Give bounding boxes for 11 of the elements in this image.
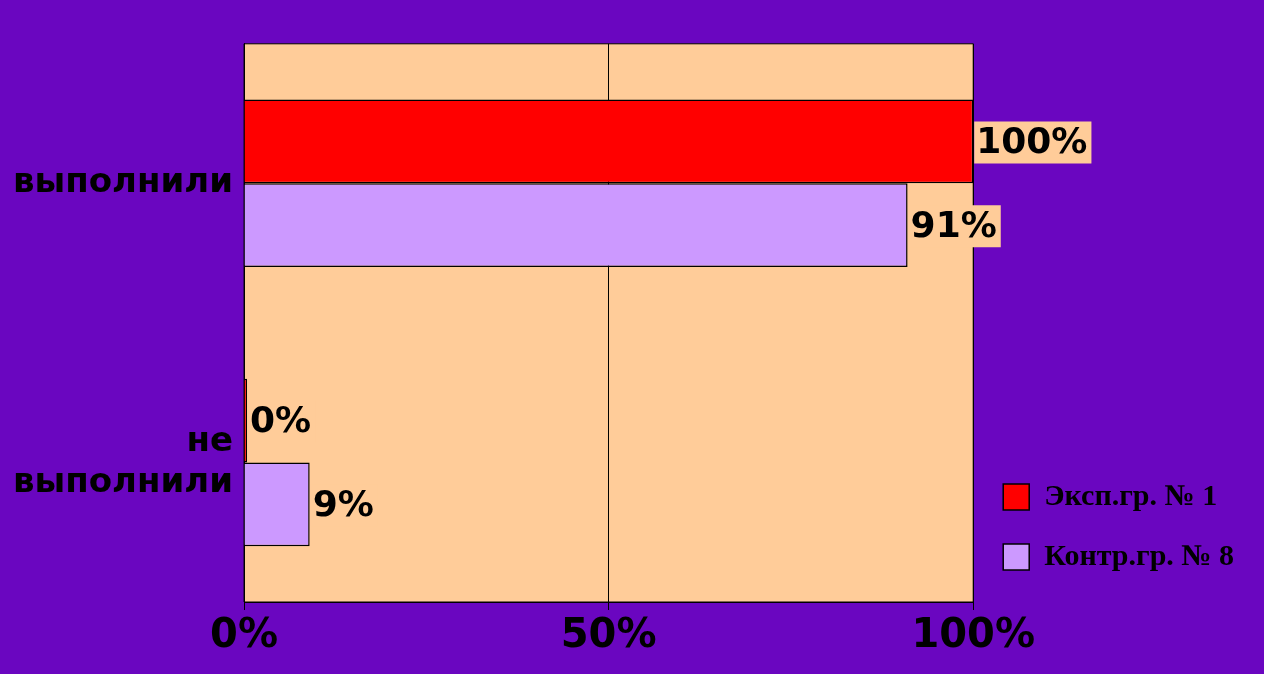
data-label: 100% [976,119,1088,161]
y-tick-label: не выполнили [12,418,234,500]
legend-label: Контр.гр. № 8 [1044,537,1235,571]
x-tick-label: 100% [911,610,1035,657]
y-tick-label: выполнили [12,160,234,201]
legend-label: Эксп.гр. № 1 [1044,477,1218,511]
data-label: 9% [312,482,374,524]
x-tick-label: 50% [560,610,657,657]
data-label: 91% [910,203,997,245]
x-tick-label: 0% [210,610,279,657]
data-label: 0% [250,398,312,440]
